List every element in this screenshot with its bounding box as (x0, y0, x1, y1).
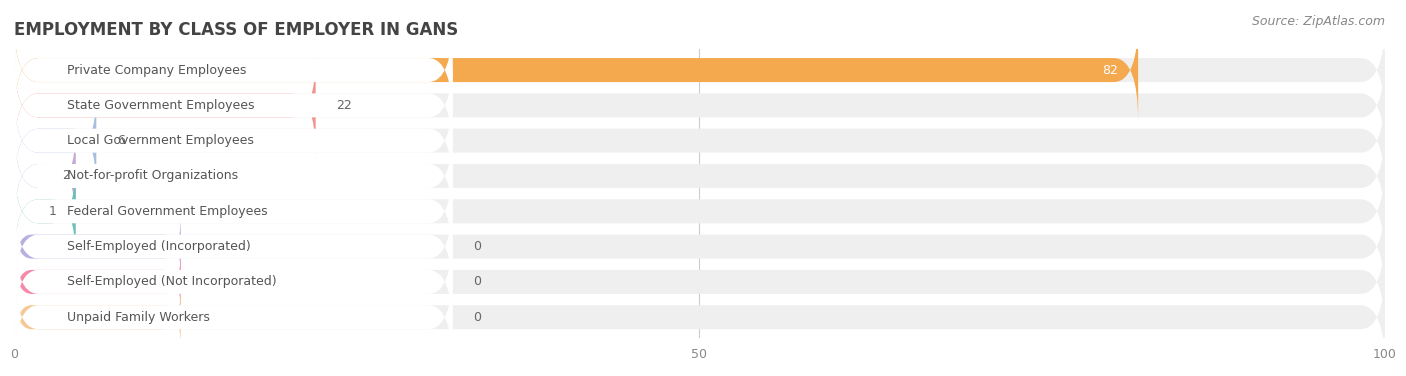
FancyBboxPatch shape (14, 249, 181, 314)
Text: 1: 1 (48, 205, 56, 218)
FancyBboxPatch shape (14, 124, 76, 227)
FancyBboxPatch shape (14, 18, 1385, 121)
Text: EMPLOYMENT BY CLASS OF EMPLOYER IN GANS: EMPLOYMENT BY CLASS OF EMPLOYER IN GANS (14, 21, 458, 39)
Text: Private Company Employees: Private Company Employees (66, 64, 246, 77)
Text: 0: 0 (474, 240, 481, 253)
FancyBboxPatch shape (14, 230, 453, 334)
FancyBboxPatch shape (14, 266, 453, 369)
Text: 0: 0 (474, 275, 481, 288)
Text: Unpaid Family Workers: Unpaid Family Workers (66, 311, 209, 324)
Text: Self-Employed (Not Incorporated): Self-Employed (Not Incorporated) (66, 275, 277, 288)
FancyBboxPatch shape (14, 18, 1139, 121)
FancyBboxPatch shape (14, 89, 1385, 192)
Text: Not-for-profit Organizations: Not-for-profit Organizations (66, 170, 238, 182)
FancyBboxPatch shape (14, 160, 453, 263)
Text: 6: 6 (117, 134, 125, 147)
FancyBboxPatch shape (14, 89, 96, 192)
Text: 0: 0 (474, 311, 481, 324)
FancyBboxPatch shape (14, 195, 453, 298)
Text: Local Government Employees: Local Government Employees (66, 134, 253, 147)
FancyBboxPatch shape (14, 54, 1385, 157)
FancyBboxPatch shape (14, 214, 181, 279)
FancyBboxPatch shape (14, 285, 181, 350)
Text: 2: 2 (62, 170, 70, 182)
Text: Federal Government Employees: Federal Government Employees (66, 205, 267, 218)
FancyBboxPatch shape (14, 124, 453, 227)
Text: 82: 82 (1102, 64, 1118, 77)
FancyBboxPatch shape (14, 54, 453, 157)
FancyBboxPatch shape (14, 266, 1385, 369)
Text: State Government Employees: State Government Employees (66, 99, 254, 112)
Text: 22: 22 (336, 99, 352, 112)
FancyBboxPatch shape (14, 230, 1385, 334)
FancyBboxPatch shape (14, 160, 1385, 263)
Text: Source: ZipAtlas.com: Source: ZipAtlas.com (1251, 15, 1385, 28)
FancyBboxPatch shape (14, 89, 453, 192)
FancyBboxPatch shape (14, 124, 1385, 227)
FancyBboxPatch shape (14, 54, 315, 157)
FancyBboxPatch shape (14, 195, 1385, 298)
Text: Self-Employed (Incorporated): Self-Employed (Incorporated) (66, 240, 250, 253)
FancyBboxPatch shape (14, 18, 453, 121)
FancyBboxPatch shape (14, 160, 76, 263)
